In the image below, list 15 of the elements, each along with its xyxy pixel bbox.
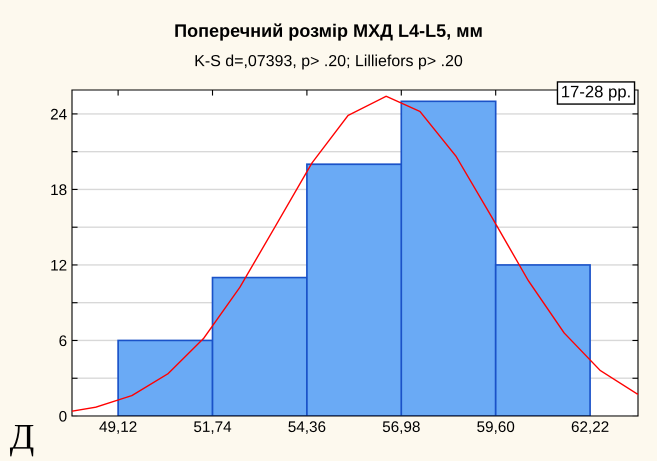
- x-tick-label: 54,36: [288, 421, 326, 434]
- x-tick-label: 56,98: [382, 421, 420, 434]
- x-tick-label: 51,74: [194, 421, 232, 434]
- chart-subtitle: K-S d=,07393, p> .20; Lilliefors p> .20: [196, 54, 462, 70]
- y-tick-label: 24: [50, 108, 67, 120]
- x-tick-label: 62,22: [572, 421, 608, 434]
- x-tick-label: 49,12: [99, 421, 136, 434]
- y-tick-label: 18: [51, 184, 66, 196]
- text: Д: [10, 425, 34, 456]
- y-tick-label: 0: [59, 410, 67, 422]
- y-tick-label: 6: [59, 335, 66, 346]
- chart-title: Поперечний розмір МХД L4-L5, мм: [175, 23, 482, 41]
- x-tick-label: 59,60: [477, 421, 514, 434]
- annotation: 17-28 рр.: [562, 86, 630, 101]
- y-tick-label: 12: [51, 260, 66, 270]
